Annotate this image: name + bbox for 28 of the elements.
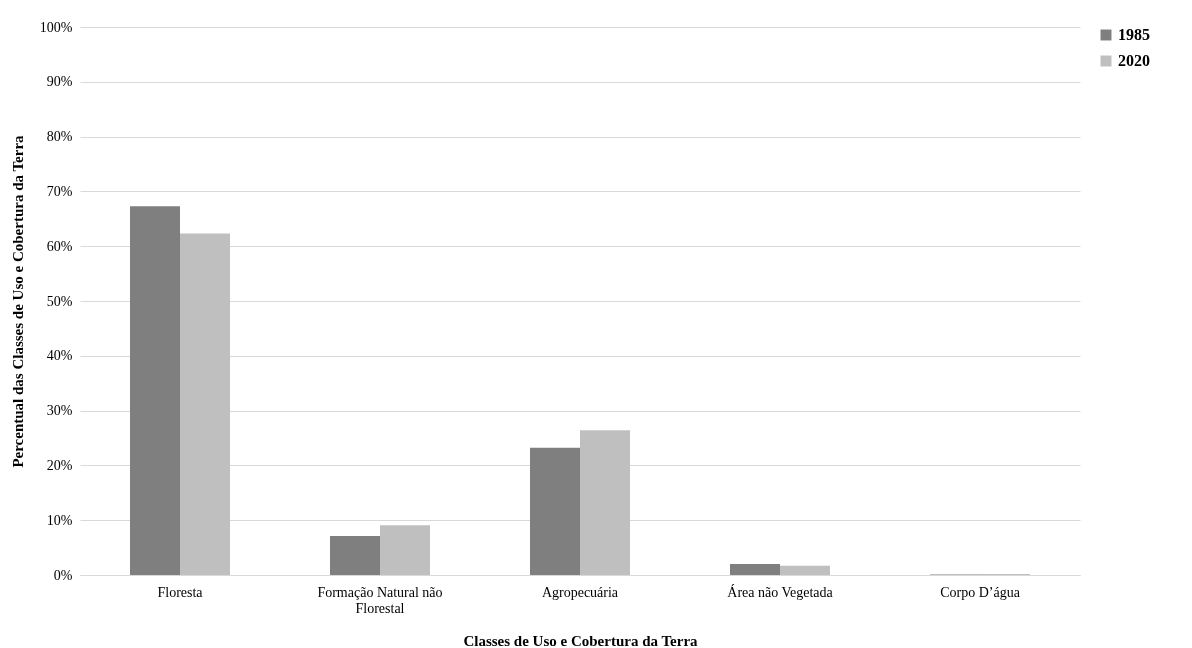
x-tick-label: Área não Vegetada xyxy=(727,583,834,600)
x-tick-label: Formação Natural não Florestal xyxy=(317,584,443,616)
bar xyxy=(180,233,230,575)
y-tick-label: 100% xyxy=(39,19,73,35)
y-axis-title: Percentual das Classes de Uso e Cobertura da Terra xyxy=(9,134,26,468)
y-tick-label: 40% xyxy=(46,348,73,364)
bar xyxy=(730,564,780,575)
x-tick-label: Agropecuária xyxy=(541,584,619,600)
bar xyxy=(530,447,580,575)
y-tick-label: 10% xyxy=(46,512,73,528)
y-tick-label: 20% xyxy=(46,457,73,473)
bar xyxy=(380,525,430,575)
bar xyxy=(580,430,630,575)
y-tick-label: 50% xyxy=(46,293,73,309)
y-tick-label: 90% xyxy=(46,74,73,90)
legend-label: 1985 xyxy=(1118,26,1150,43)
legend-label: 2020 xyxy=(1118,52,1150,69)
bar xyxy=(330,536,380,575)
y-tick-label: 30% xyxy=(46,403,73,419)
y-tick-label: 60% xyxy=(46,238,73,254)
bar xyxy=(780,565,830,575)
x-tick-label: Corpo D’água xyxy=(940,584,1021,600)
y-tick-label: 70% xyxy=(46,183,73,199)
x-tick-label: Floresta xyxy=(157,584,204,600)
y-tick-label: 80% xyxy=(46,129,73,145)
y-tick-label: 0% xyxy=(53,567,73,583)
bar xyxy=(130,206,180,575)
x-axis-title: Classes de Uso e Cobertura da Terra xyxy=(463,632,699,648)
